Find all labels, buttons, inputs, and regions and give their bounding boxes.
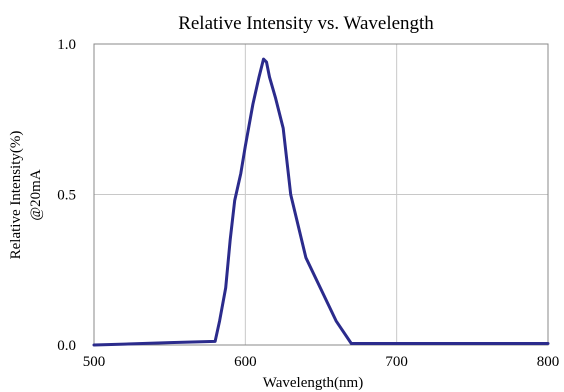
plot-area xyxy=(93,43,549,346)
x-tick-label: 600 xyxy=(234,354,257,370)
y-tick-label: 0.5 xyxy=(57,188,76,204)
chart-title: Relative Intensity vs. Wavelength xyxy=(178,13,434,34)
x-tick-label: 500 xyxy=(83,354,106,370)
x-tick-label: 800 xyxy=(537,354,560,370)
x-axis-ticks: 500 600 700 800 xyxy=(83,354,560,370)
x-axis-label: Wavelength(nm) xyxy=(263,375,363,391)
y-axis-ticks: 0.0 0.5 1.0 xyxy=(57,37,76,354)
y-axis-label-line1: Relative Intensity(%) xyxy=(8,131,24,260)
x-tick-label: 700 xyxy=(385,354,408,370)
series-line xyxy=(92,57,550,347)
grid-lines xyxy=(94,44,548,345)
y-tick-label: 0.0 xyxy=(57,338,76,354)
y-axis-label-line2: @20mA xyxy=(28,169,44,220)
y-tick-label: 1.0 xyxy=(57,37,76,53)
series-group xyxy=(92,57,550,347)
